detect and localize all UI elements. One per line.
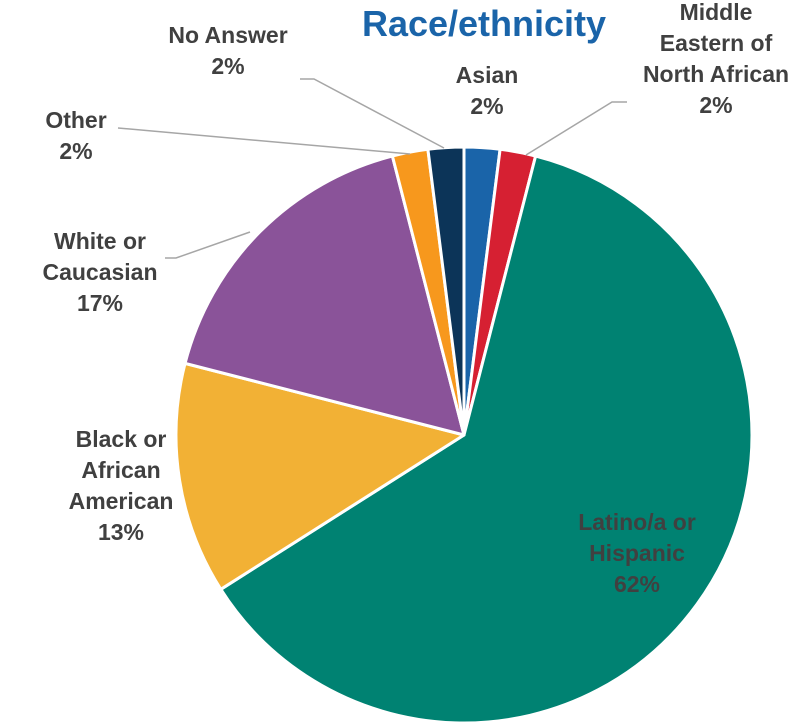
slice-label-line: Latino/a or — [578, 509, 696, 535]
slice-label-line: 2% — [470, 93, 503, 119]
slice-label-line: 2% — [211, 53, 244, 79]
slice-label: Other 2% — [45, 107, 106, 164]
slice-label-line: Black or — [76, 426, 167, 452]
slice-label: No Answer 2% — [168, 22, 287, 79]
slice-label-line: No Answer — [168, 22, 287, 48]
pie-slice — [174, 361, 466, 591]
slice-label: Asian 2% — [456, 62, 519, 119]
slice-label-line: Eastern of — [660, 30, 773, 56]
chart-title: Race/ethnicity — [362, 3, 606, 44]
slice-label-line: African — [81, 457, 160, 483]
slice-label-line: North African — [643, 61, 789, 87]
leader-line — [165, 231, 251, 259]
slice-label-line: 17% — [77, 290, 123, 316]
slice-label-line: Asian — [456, 62, 519, 88]
slice-label: Black or African American 13% — [69, 426, 174, 545]
slice-labels: Asian 2% Middle Eastern of North African 2% La… — [42, 0, 789, 597]
pie-slice — [426, 145, 466, 437]
leader-line — [525, 101, 627, 156]
slice-label-line: 2% — [699, 92, 732, 118]
slice-label-line: 2% — [59, 138, 92, 164]
slice-label-line: American — [69, 488, 174, 514]
pie-slice — [183, 154, 466, 437]
slice-label-line: 62% — [614, 571, 660, 597]
leader-lines — [117, 78, 627, 259]
slice-label: White or Caucasian 17% — [42, 228, 157, 316]
leader-line — [300, 78, 445, 149]
slice-label-line: Hispanic — [589, 540, 685, 566]
slice-label: Middle Eastern of North African 2% — [643, 0, 789, 118]
pie-slice — [219, 154, 754, 725]
slice-label-line: White or — [54, 228, 146, 254]
slice-label-line: Other — [45, 107, 106, 133]
pie-slices — [174, 145, 754, 725]
slice-label-line: Caucasian — [42, 259, 157, 285]
leader-line — [117, 127, 411, 155]
slice-label-line: Middle — [680, 0, 753, 25]
slice-label-line: 13% — [98, 519, 144, 545]
slice-label: Latino/a or Hispanic 62% — [578, 509, 696, 597]
